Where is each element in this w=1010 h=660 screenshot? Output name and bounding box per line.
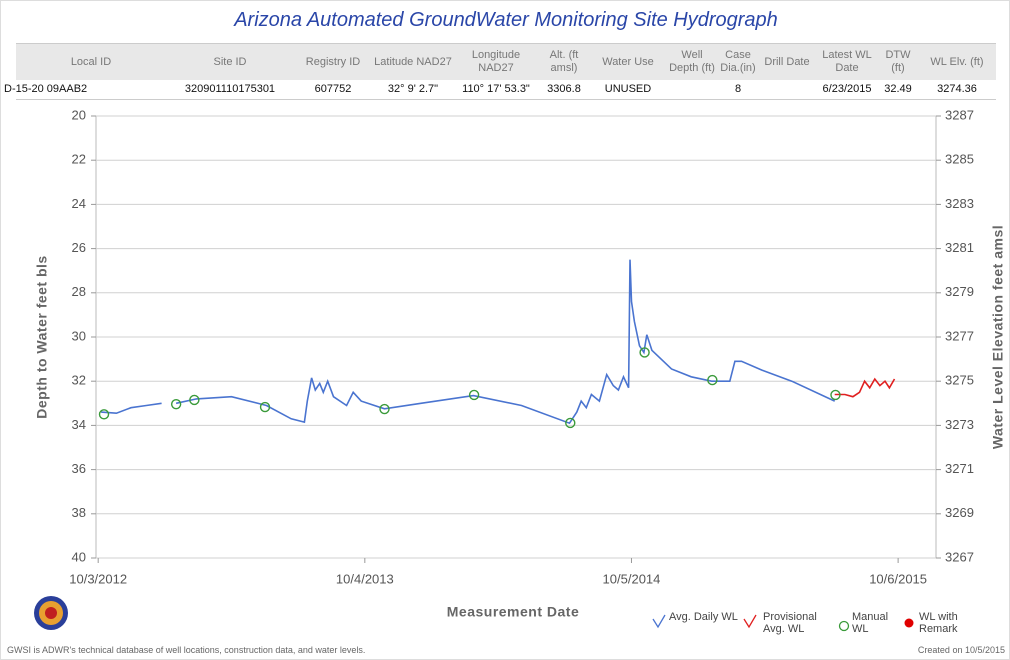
column-header: Local ID xyxy=(70,55,112,68)
y2-tick-label: 3269 xyxy=(945,505,974,520)
footer-note: GWSI is ADWR's technical database of wel… xyxy=(7,645,366,655)
manual-point xyxy=(639,347,650,358)
column-header: Well Depth (ft) xyxy=(669,49,715,74)
y2-tick-label: 3279 xyxy=(945,284,974,299)
y-tick-label: 32 xyxy=(72,373,86,388)
legend-swatch xyxy=(743,614,757,629)
data-line xyxy=(834,377,896,398)
manual-point xyxy=(830,389,841,401)
cell: 320901110175301 xyxy=(184,83,276,95)
x-tick-label: 10/4/2013 xyxy=(336,571,394,586)
column-header: Alt. (ft amsl) xyxy=(549,49,579,74)
chart-title: Arizona Automated GroundWater Monitoring… xyxy=(234,9,778,31)
column-header: WL Elv. (ft) xyxy=(930,55,984,68)
y-tick-label: 40 xyxy=(72,549,86,564)
cell: 607752 xyxy=(314,83,352,95)
legend-label: Avg. Daily WL xyxy=(669,611,738,623)
column-header: Registry ID xyxy=(305,55,361,68)
y2-tick-label: 3273 xyxy=(945,417,974,432)
y2-tick-label: 3281 xyxy=(945,240,974,255)
cell: 110° 17' 53.3" xyxy=(462,83,530,95)
x-tick-label: 10/5/2014 xyxy=(603,571,661,586)
legend-swatch xyxy=(838,620,850,632)
column-header: Drill Date xyxy=(764,55,810,68)
manual-point xyxy=(170,398,182,410)
y-tick-label: 20 xyxy=(72,107,86,122)
table-header: Local ID Site ID Registry ID Latitude NAD27… xyxy=(16,43,996,80)
y-tick-label: 34 xyxy=(72,417,86,432)
column-header: DTW (ft) xyxy=(885,49,911,74)
cell: UNUSED xyxy=(604,83,652,95)
y-tick-label: 36 xyxy=(72,461,86,476)
y-tick-label: 28 xyxy=(72,284,86,299)
y2-tick-label: 3277 xyxy=(945,328,974,343)
cell: 32° 9' 2.7" xyxy=(387,83,439,95)
manual-point xyxy=(189,394,200,406)
y2-tick-label: 3285 xyxy=(945,152,974,167)
logo xyxy=(34,596,68,630)
cell: 32.49 xyxy=(884,83,912,95)
cell: 8 xyxy=(734,83,742,95)
legend-label: WL with Remark xyxy=(919,611,958,635)
cell: 3306.8 xyxy=(547,83,581,95)
y-tick-label: 22 xyxy=(72,152,86,167)
manual-point xyxy=(259,401,271,413)
manual-point xyxy=(98,409,110,420)
y2-tick-label: 3287 xyxy=(945,107,974,122)
x-tick-label: 10/6/2015 xyxy=(869,571,927,586)
column-header: Latitude NAD27 xyxy=(374,55,452,68)
column-header: Case Dia.(in) xyxy=(720,49,756,74)
y-axis-label: Depth to Water feet bls xyxy=(34,255,50,418)
footer-created: Created on 10/5/2015 xyxy=(917,645,1005,655)
manual-point xyxy=(707,374,718,386)
cell: 6/23/2015 xyxy=(822,83,872,95)
legend-swatch xyxy=(904,618,914,628)
legend-swatch xyxy=(652,614,666,629)
y2-axis-label: Water Level Elevation feet amsl xyxy=(990,225,1006,449)
x-axis-label: Measurement Date xyxy=(447,604,580,620)
column-header: Latest WL Date xyxy=(822,49,872,74)
legend-label: Provisional Avg. WL xyxy=(763,611,817,635)
x-tick-label: 10/3/2012 xyxy=(69,571,127,586)
manual-point xyxy=(379,403,390,415)
y2-tick-label: 3271 xyxy=(945,461,974,476)
legend-label: Manual WL xyxy=(852,611,889,635)
y2-tick-label: 3275 xyxy=(945,373,974,388)
table-row: D-15-20 09AAB2 320901110175301 607752 32° 9… xyxy=(4,79,996,100)
column-header: Site ID xyxy=(213,55,247,68)
column-header: Longitude NAD27 xyxy=(471,49,521,74)
cell: 3274.36 xyxy=(937,83,977,95)
y-tick-label: 24 xyxy=(72,196,86,211)
y-tick-label: 38 xyxy=(72,505,86,520)
data-line xyxy=(101,259,836,425)
y2-tick-label: 3283 xyxy=(945,196,974,211)
cell: D-15-20 09AAB2 xyxy=(4,83,88,95)
y-tick-label: 26 xyxy=(72,240,86,255)
manual-point xyxy=(565,417,576,429)
y2-tick-label: 3267 xyxy=(945,549,974,564)
manual-point xyxy=(468,389,480,401)
column-header: Water Use xyxy=(602,55,654,68)
y-tick-label: 30 xyxy=(72,328,86,343)
